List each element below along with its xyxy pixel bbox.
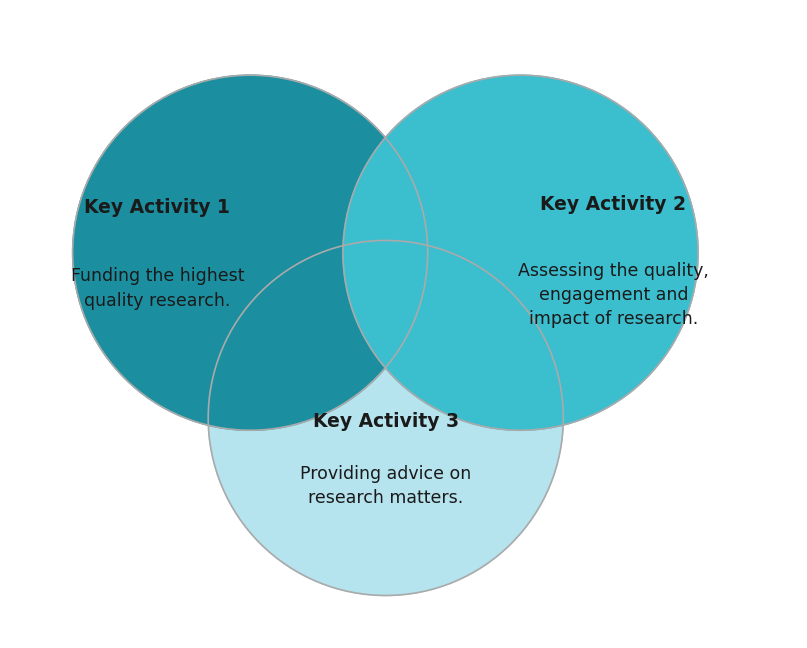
Text: Key Activity 3: Key Activity 3 (312, 411, 459, 431)
Text: Providing advice on
research matters.: Providing advice on research matters. (300, 465, 471, 507)
Text: Funding the highest
quality research.: Funding the highest quality research. (71, 267, 244, 310)
Text: Key Activity 2: Key Activity 2 (541, 194, 686, 214)
Text: Key Activity 1: Key Activity 1 (85, 198, 230, 217)
Ellipse shape (208, 240, 563, 596)
Ellipse shape (73, 75, 428, 430)
Text: Assessing the quality,
engagement and
impact of research.: Assessing the quality, engagement and im… (518, 262, 709, 328)
Ellipse shape (343, 75, 698, 430)
